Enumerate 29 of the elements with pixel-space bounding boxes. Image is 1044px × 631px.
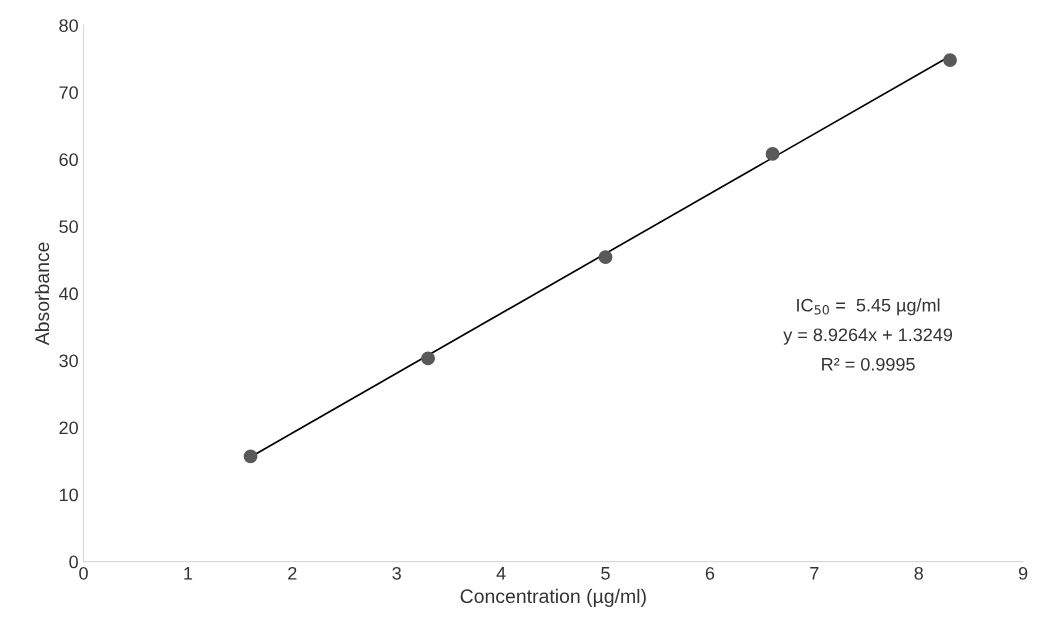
point [943, 53, 957, 68]
annotation: R² = 0.9995 [822, 357, 915, 371]
y-tick-label: 80 [59, 19, 78, 32]
annotation: y = 8.9264x + 1.3249 [783, 328, 953, 345]
x-tick-label: 6 [705, 566, 715, 580]
point [243, 449, 258, 464]
y-tick-label: 0 [69, 555, 78, 569]
x-tick-label: 9 [1018, 566, 1028, 580]
x-tick-label: 7 [810, 567, 819, 580]
y-tick-label: 60 [59, 153, 78, 167]
point [598, 250, 613, 265]
y-tick-label: 10 [59, 488, 78, 502]
x-axis-title: Concentration (µg/ml) [460, 588, 646, 607]
y-axis-title: Absorbance [34, 242, 50, 346]
x-tick-label: 4 [496, 567, 506, 580]
point [765, 147, 780, 161]
y-tick-label: 30 [59, 354, 78, 368]
x-tick-label: 0 [79, 566, 88, 580]
x-tick-label: 1 [184, 567, 193, 580]
annotation: IC$_{50}$ = 5.45 µg/ml [797, 298, 940, 316]
x-tick-label: 8 [914, 566, 923, 580]
y-tick-label: 20 [59, 421, 78, 435]
point [421, 351, 435, 366]
y-tick-label: 40 [58, 287, 78, 301]
y-tick-label: 70 [59, 86, 78, 99]
x-tick-label: 5 [601, 567, 610, 580]
x-tick-label: 3 [392, 566, 401, 580]
y-tick-label: 50 [59, 220, 78, 234]
x-tick-label: 2 [288, 566, 297, 580]
